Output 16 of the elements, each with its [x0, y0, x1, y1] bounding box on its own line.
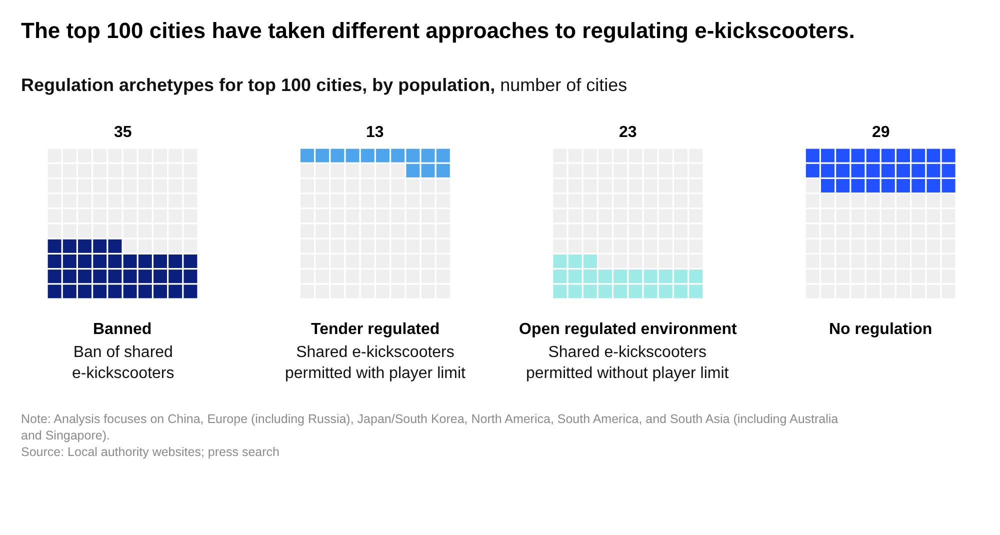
category-label: Banned	[93, 321, 152, 338]
data-label: 35	[114, 124, 132, 141]
category-label: Open regulated environment	[519, 321, 738, 338]
category-label: Tender regulated	[311, 321, 440, 338]
data-label: 29	[872, 124, 890, 141]
text: The top 100 cities have taken different approaches to regulating e-kickscooters.	[21, 18, 855, 43]
text: Regulation archetypes for top 100 cities, by population,	[21, 75, 496, 95]
source-note: Source: Local authority websites; press search	[21, 445, 280, 459]
text: Shared e-kickscooters permitted without player limit	[526, 344, 729, 382]
text: Note: Analysis focuses on China, Europe (including Russia), Japan/South Korea, North America, South America, and South Asia (including Australia and Singapore).	[21, 412, 838, 442]
text: Shared e-kickscooters permitted with player limit	[285, 344, 466, 382]
category-label: No regulation	[829, 321, 932, 338]
data-label: 23	[619, 124, 637, 141]
text: number of cities	[500, 75, 628, 95]
data-label: 13	[366, 124, 384, 141]
text: Ban of shared e-kickscooters	[72, 344, 174, 382]
